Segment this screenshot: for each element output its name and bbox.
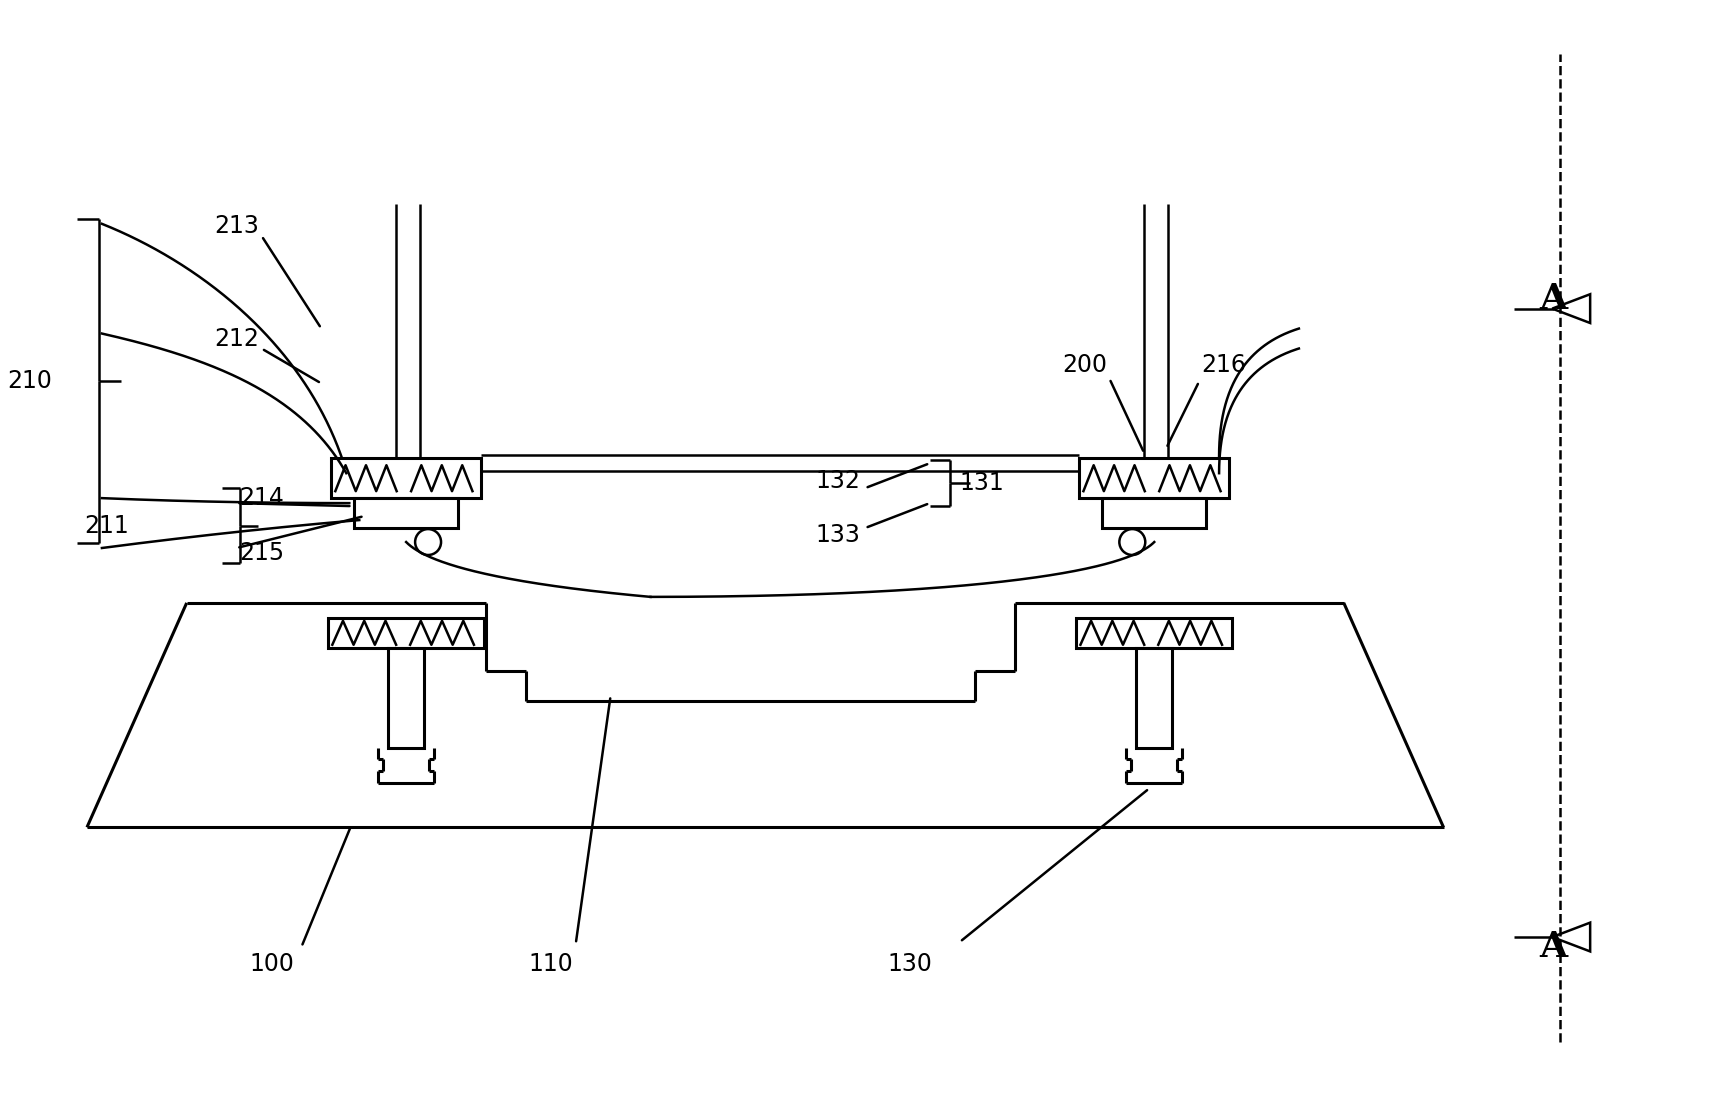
Text: 211: 211 [84,514,129,538]
Text: 100: 100 [249,952,293,976]
Bar [331,458,480,499]
Text: 110: 110 [529,952,573,976]
Text: 215: 215 [239,540,285,565]
Polygon shape [1553,922,1591,952]
Bar [1102,499,1206,528]
Bar [1076,618,1232,647]
Text: 133: 133 [815,523,860,547]
Text: 131: 131 [959,471,1004,495]
Text: A: A [1539,281,1567,315]
Text: 132: 132 [815,469,860,493]
Bar [1136,647,1172,748]
Text: 213: 213 [214,214,259,238]
Text: 212: 212 [214,326,259,351]
Text: A: A [1539,930,1567,964]
Text: 210: 210 [7,370,53,394]
Text: 214: 214 [239,486,283,510]
Bar [328,618,484,647]
Text: 216: 216 [1201,353,1246,377]
Polygon shape [1553,295,1591,323]
Bar [1079,458,1229,499]
Text: 200: 200 [1062,353,1107,377]
Text: 130: 130 [887,952,932,976]
Bar [388,647,424,748]
Bar [353,499,458,528]
